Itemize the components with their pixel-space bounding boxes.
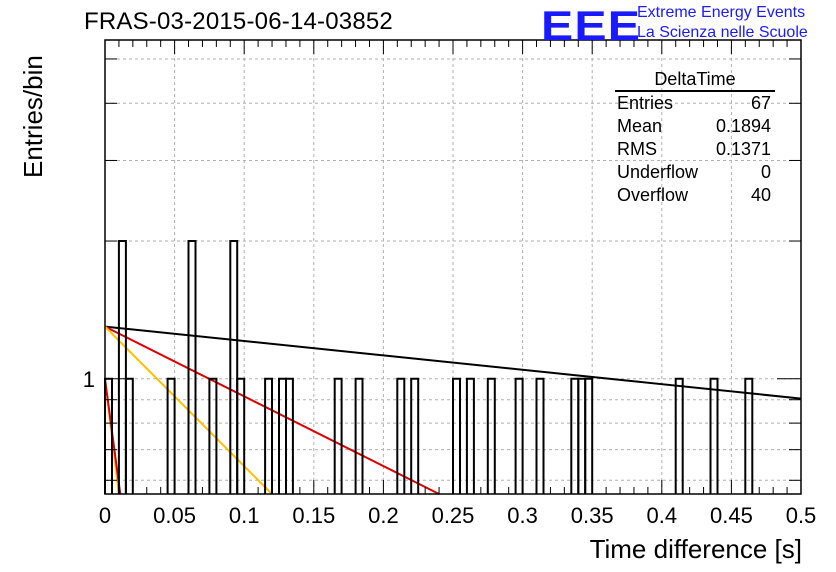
x-tick-label: 0.15: [292, 503, 335, 528]
x-tick-label: 0.3: [507, 503, 538, 528]
histogram-bar: [229, 240, 239, 494]
stats-label: Entries: [617, 93, 674, 113]
stats-label: Mean: [617, 116, 663, 136]
histogram-bar: [208, 377, 218, 494]
stats-box: DeltaTime Entries 67 Mean 0.1894 RMS 0.1…: [611, 68, 779, 207]
histogram-bar: [333, 377, 343, 494]
x-axis-label: Time difference [s]: [589, 534, 802, 564]
stats-row-mean: Mean 0.1894: [611, 115, 779, 138]
histogram-bar: [354, 377, 364, 494]
stats-label: Underflow: [617, 162, 699, 182]
x-tick-label: 0.45: [710, 503, 753, 528]
x-tick-label: 0: [99, 503, 111, 528]
fit-line: [104, 325, 802, 400]
x-tick-label: 0.4: [647, 503, 678, 528]
histogram-bar: [577, 377, 587, 494]
x-tick-label: 0.1: [229, 503, 260, 528]
stats-row-underflow: Underflow 0: [611, 161, 779, 184]
x-tick-label: 0.2: [368, 503, 399, 528]
y-tick-label: 1: [83, 367, 95, 392]
stats-title: DeltaTime: [615, 68, 775, 92]
histogram-bar: [396, 377, 406, 494]
histogram-bar: [166, 377, 176, 494]
histogram-bar: [465, 377, 475, 494]
histogram-bar: [452, 377, 461, 494]
histogram-bar: [410, 377, 420, 494]
x-tick-label: 0.35: [571, 503, 614, 528]
stats-label: RMS: [617, 139, 657, 159]
logo-subtitle-1: Extreme Energy Events: [637, 4, 806, 21]
histogram-bar: [187, 240, 197, 494]
chart-title: FRAS-03-2015-06-14-03852: [84, 8, 393, 35]
stats-value: 67: [750, 93, 771, 113]
histogram-bar: [535, 377, 545, 494]
histogram-bar: [236, 377, 246, 494]
histogram-bar: [285, 377, 294, 494]
histogram-bars: [104, 240, 754, 494]
histogram-bar: [709, 377, 719, 494]
stats-value: 40: [750, 185, 771, 205]
histogram-bar: [514, 377, 524, 494]
histogram-bar: [117, 240, 127, 494]
stats-row-overflow: Overflow 40: [611, 184, 779, 207]
y-axis-label: Entries/bin: [18, 55, 48, 178]
histogram-bar: [570, 377, 580, 494]
histogram-bar: [744, 377, 754, 494]
histogram-bar: [124, 377, 134, 494]
eee-logo: EEE: [541, 2, 642, 49]
stats-row-rms: RMS 0.1371: [611, 138, 779, 161]
stats-label: Overflow: [617, 185, 689, 205]
x-tick-label: 0.25: [432, 503, 475, 528]
histogram-bar: [674, 377, 684, 494]
stats-row-entries: Entries 67: [611, 92, 779, 115]
logo-subtitle-2: La Scienza nelle Scuole: [637, 24, 808, 41]
stats-value: 0.1894: [715, 116, 771, 136]
tick-labels: 0 0.05 0.1 0.15 0.2 0.25 0.3 0.35 0.4 0.45 0.5 1: [83, 367, 817, 528]
stats-value: 0: [760, 162, 771, 182]
x-tick-label: 0.05: [153, 503, 196, 528]
stats-value: 0.1371: [715, 139, 771, 159]
x-tick-label: 0.5: [786, 503, 817, 528]
histogram-bar: [278, 377, 287, 494]
histogram-bar: [584, 377, 594, 494]
histogram-bar: [264, 377, 273, 494]
histogram-bar: [486, 377, 496, 494]
axis-ticks: [104, 40, 802, 494]
